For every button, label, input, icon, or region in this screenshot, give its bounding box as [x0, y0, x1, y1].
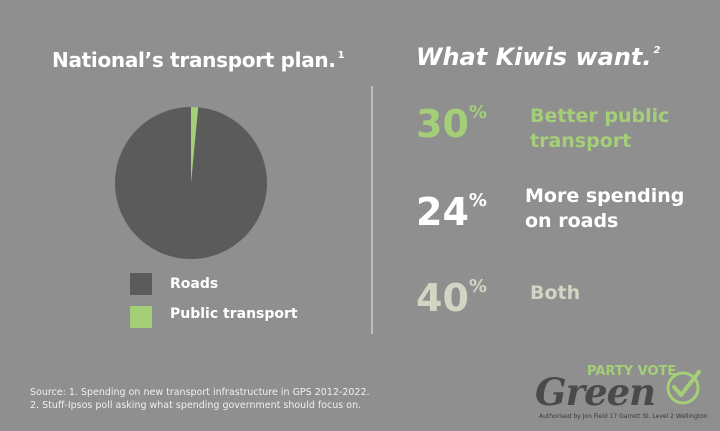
stat-label-public-transport: Better public transport: [530, 105, 670, 152]
legend-swatch-roads: [130, 273, 152, 295]
stat-label-both: Both: [530, 282, 581, 304]
transport-pie-chart: [115, 107, 267, 259]
stat-value-both: 40%: [416, 276, 487, 320]
legend-label-public-transport: Public transport: [170, 306, 298, 322]
checkmark-icon: [666, 370, 701, 405]
stat-label-roads: More spending on roads: [525, 185, 685, 232]
stat-value-public-transport: 30%: [416, 102, 487, 146]
legend-swatch-public-transport: [130, 306, 152, 328]
right-title: What Kiwis want. 2: [416, 43, 661, 71]
divider: [371, 86, 373, 334]
left-title: National’s transport plan. 1: [52, 48, 345, 72]
pie-slice-public-transport: [191, 107, 199, 183]
legend-label-roads: Roads: [170, 276, 219, 292]
source-note: Source: 1. Spending on new transport inf…: [30, 387, 370, 411]
stat-value-roads: 24%: [416, 190, 487, 234]
green-party-logo: PARTY VOTE Green Authorised by Jon Field…: [535, 364, 708, 420]
